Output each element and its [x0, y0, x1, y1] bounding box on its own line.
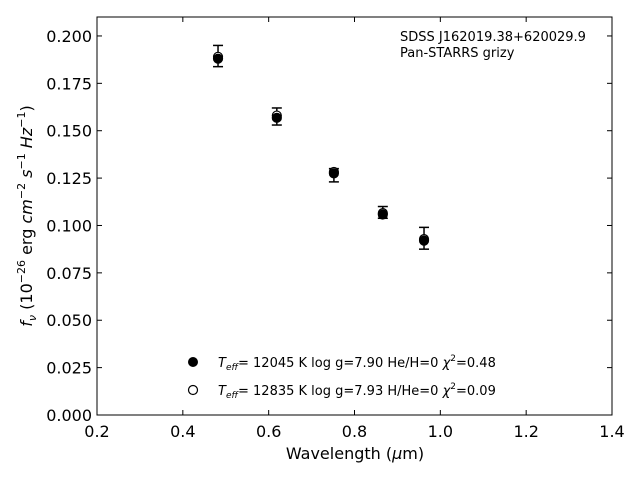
x-axis-label-mu: μ [391, 444, 402, 463]
data-point-filled [271, 112, 282, 123]
data-point-filled [328, 168, 339, 179]
legend-marker-open [187, 384, 199, 396]
y-label-cm: cm [17, 199, 36, 223]
x-tick-label: 1.4 [599, 422, 624, 441]
data-point-filled [377, 209, 388, 220]
y-label-close: ) [17, 105, 36, 111]
legend-teff-subscript: eff [226, 391, 240, 401]
legend-chi-superscript: 2 [450, 382, 456, 392]
y-label-erg: erg [17, 224, 36, 260]
legend-chi-value: =0.09 [456, 384, 496, 399]
legend-chi-value: =0.48 [456, 356, 496, 371]
y-label-nu: ν [26, 315, 39, 321]
x-tick-label: 0.6 [256, 422, 281, 441]
data-point-filled [212, 53, 224, 64]
x-tick-label: 1.2 [513, 422, 538, 441]
legend-teff-subscript: eff [226, 363, 240, 373]
y-label-s: s [17, 170, 36, 183]
legend-entry-filled: Teff= 12045 K log g=7.90 He/H=0 χ2=0.48 [218, 354, 496, 373]
y-label-exp2: −2 [15, 183, 28, 199]
data-point-filled [418, 235, 430, 246]
legend-params: = 12835 K log g=7.93 H/He=0 [238, 384, 443, 399]
y-label-open: (10 [17, 283, 36, 315]
legend-params: = 12045 K log g=7.90 He/H=0 [238, 356, 443, 371]
plot-frame [96, 16, 613, 416]
annotation-object-name: SDSS J162019.38+620029.9 [400, 30, 586, 45]
legend-entry-open: Teff= 12835 K log g=7.93 H/He=0 χ2=0.09 [218, 382, 496, 401]
legend-chi-symbol: χ [442, 356, 452, 371]
x-axis-label: Wavelength (μm) [286, 444, 424, 463]
y-tick-label: 0.200 [46, 27, 92, 46]
y-label-f: f [17, 319, 36, 327]
y-tick-label: 0.050 [46, 311, 92, 330]
x-tick-label: 0.8 [342, 422, 367, 441]
y-tick-label: 0.025 [46, 359, 92, 378]
legend-teff-symbol: T [218, 384, 227, 399]
legend-chi-superscript: 2 [450, 354, 456, 364]
legend-teff-symbol: T [218, 356, 227, 371]
x-tick-label: 0.4 [170, 422, 195, 441]
y-tick-label: 0.100 [46, 216, 92, 235]
y-tick-label: 0.125 [46, 169, 92, 188]
y-label-exp1: −26 [15, 260, 28, 283]
y-label-hz: Hz [17, 127, 36, 153]
annotation-survey: Pan-STARRS grizy [400, 46, 515, 61]
legend-chi-symbol: χ [442, 384, 452, 399]
y-label-exp3: −1 [15, 153, 28, 169]
x-axis-label-unit: m) [402, 444, 424, 463]
y-label-exp4: −1 [15, 112, 28, 128]
y-tick-label: 0.150 [46, 122, 92, 141]
data-points [212, 51, 430, 246]
x-tick-label: 0.2 [84, 422, 109, 441]
y-axis-label: fν (10−26 erg cm−2 s−1 Hz−1) [15, 105, 39, 326]
legend: Teff= 12045 K log g=7.90 He/H=0 χ2=0.48 … [187, 354, 496, 401]
y-tick-label: 0.075 [46, 264, 92, 283]
x-axis-label-text: Wavelength ( [286, 444, 392, 463]
legend-marker-filled [188, 357, 198, 367]
y-tick-label: 0.175 [46, 74, 92, 93]
x-tick-label: 1.0 [428, 422, 453, 441]
y-axis-ticks: 0.000 0.025 0.050 0.075 0.100 0.125 0.150 0.175… [46, 27, 612, 425]
y-tick-label: 0.000 [46, 406, 92, 425]
